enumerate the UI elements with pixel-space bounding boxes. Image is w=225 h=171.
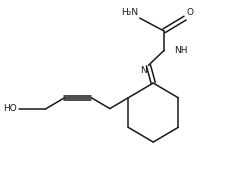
Text: H₂N: H₂N (121, 8, 138, 17)
Text: O: O (187, 8, 194, 17)
Text: NH: NH (174, 46, 188, 55)
Text: HO: HO (3, 104, 17, 113)
Text: N: N (140, 66, 146, 75)
